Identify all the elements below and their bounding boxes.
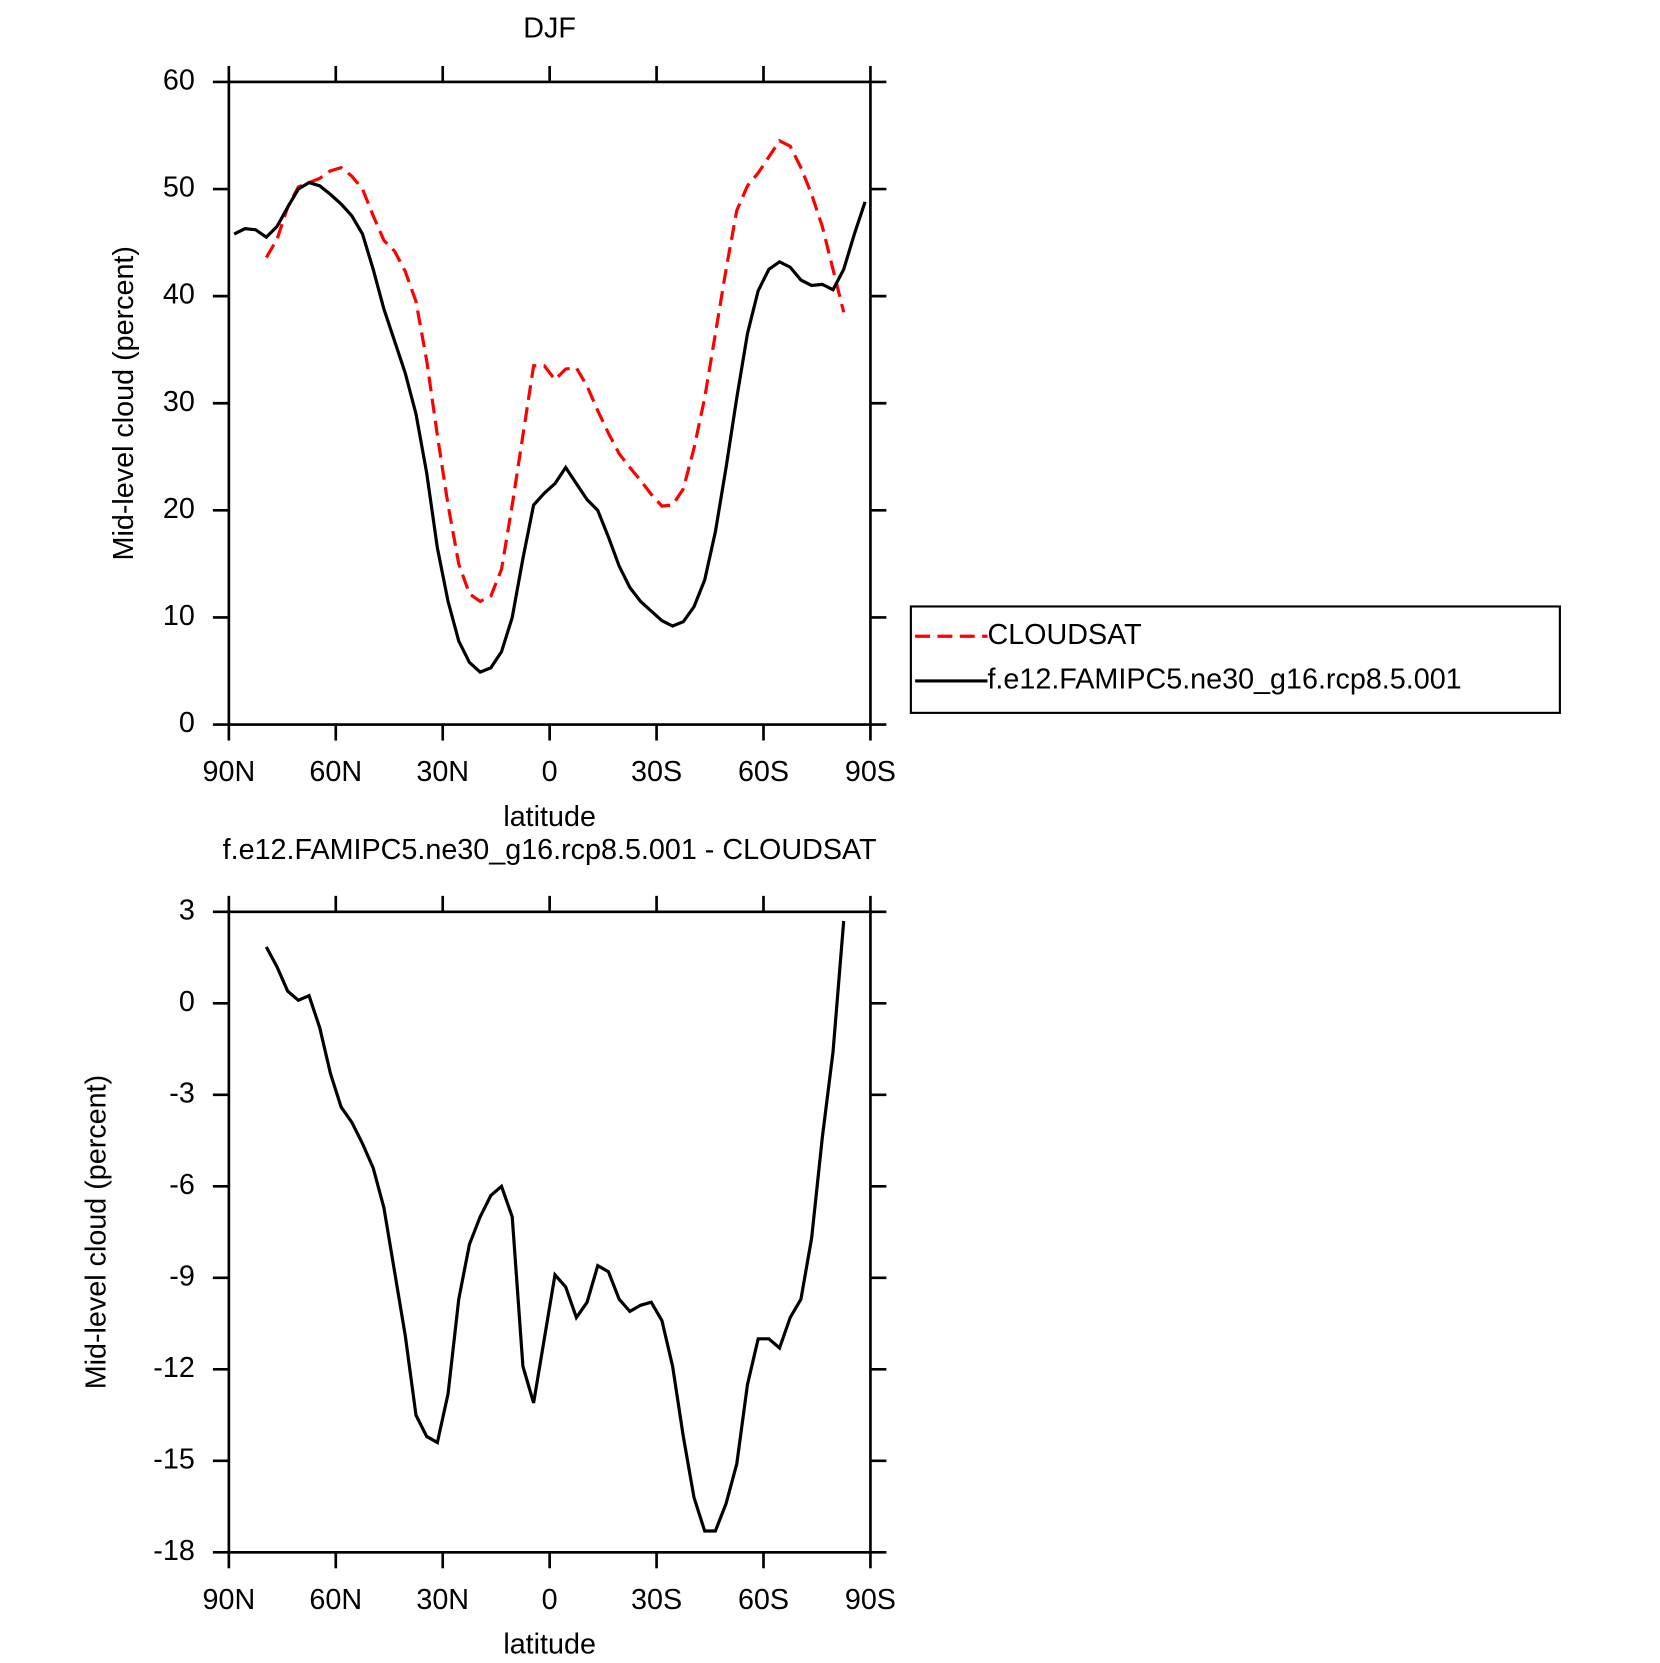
y-tick-label: 20 bbox=[163, 493, 195, 525]
chart-title: DJF bbox=[523, 12, 576, 44]
y-tick-label: -15 bbox=[153, 1443, 195, 1475]
x-tick-label: 30S bbox=[631, 1584, 682, 1616]
y-axis-label: Mid-level cloud (percent) bbox=[108, 246, 140, 560]
x-tick-label: 60N bbox=[309, 756, 362, 788]
y-axis-label: Mid-level cloud (percent) bbox=[81, 1075, 113, 1389]
x-axis-label: latitude bbox=[503, 801, 596, 833]
legend-label: CLOUDSAT bbox=[987, 619, 1141, 651]
legend-box bbox=[909, 605, 1561, 714]
x-tick-label: 0 bbox=[542, 1584, 558, 1616]
y-tick-label: 50 bbox=[163, 172, 195, 204]
x-tick-label: 0 bbox=[542, 756, 558, 788]
x-tick-label: 30S bbox=[631, 756, 682, 788]
y-tick-label: 0 bbox=[179, 707, 195, 739]
y-tick-label: -9 bbox=[169, 1260, 195, 1292]
y-tick-label: 3 bbox=[179, 894, 195, 926]
y-tick-label: 40 bbox=[163, 279, 195, 311]
x-tick-label: 30N bbox=[416, 756, 469, 788]
x-tick-label: 30N bbox=[416, 1584, 469, 1616]
x-tick-label: 90S bbox=[845, 756, 896, 788]
y-tick-label: -18 bbox=[153, 1535, 195, 1567]
chart-title: f.e12.FAMIPC5.ne30_g16.rcp8.5.001 - CLOU… bbox=[223, 834, 877, 866]
y-tick-label: -12 bbox=[153, 1352, 195, 1384]
y-tick-label: 60 bbox=[163, 65, 195, 97]
x-tick-label: 60S bbox=[738, 1584, 789, 1616]
x-tick-label: 90N bbox=[203, 1584, 256, 1616]
x-tick-label: 90N bbox=[203, 756, 256, 788]
x-tick-label: 60S bbox=[738, 756, 789, 788]
y-tick-label: -3 bbox=[169, 1077, 195, 1109]
data-line bbox=[264, 138, 846, 604]
x-tick-label: 60N bbox=[309, 1584, 362, 1616]
y-tick-label: -6 bbox=[169, 1169, 195, 1201]
y-tick-label: 0 bbox=[179, 986, 195, 1018]
y-tick-label: 30 bbox=[163, 386, 195, 418]
data-line bbox=[264, 920, 846, 1533]
plot-frame bbox=[227, 80, 872, 726]
data-line bbox=[233, 180, 867, 674]
y-tick-label: 10 bbox=[163, 600, 195, 632]
plot-frame bbox=[227, 910, 872, 1554]
x-axis-label: latitude bbox=[503, 1629, 596, 1661]
x-tick-label: 90S bbox=[845, 1584, 896, 1616]
legend-label: f.e12.FAMIPC5.ne30_g16.rcp8.5.001 bbox=[987, 664, 1461, 696]
